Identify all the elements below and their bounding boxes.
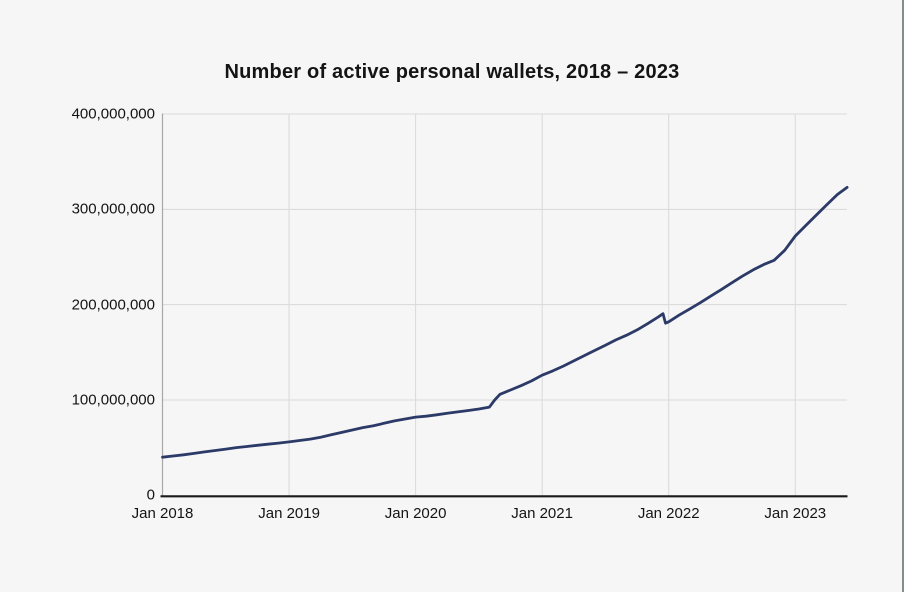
y-tick-label: 0: [146, 486, 155, 504]
x-tick-label: Jan 2022: [637, 505, 700, 522]
y-tick-label: 300,000,000: [71, 200, 155, 218]
x-tick-label: Jan 2020: [384, 505, 447, 522]
window-right-edge: [902, 0, 904, 592]
x-tick-label: Jan 2018: [131, 505, 194, 522]
wallets-line-series: [161, 185, 849, 459]
y-tick-label: 400,000,000: [71, 105, 155, 123]
x-tick-label: Jan 2019: [258, 505, 320, 522]
y-tick-label: 100,000,000: [71, 391, 155, 409]
chart-title: Number of active personal wallets, 2018 …: [224, 61, 680, 83]
x-tick-label: Jan 2023: [764, 505, 827, 522]
x-tick-label: Jan 2021: [511, 505, 573, 522]
y-tick-label: 200,000,000: [71, 296, 155, 314]
